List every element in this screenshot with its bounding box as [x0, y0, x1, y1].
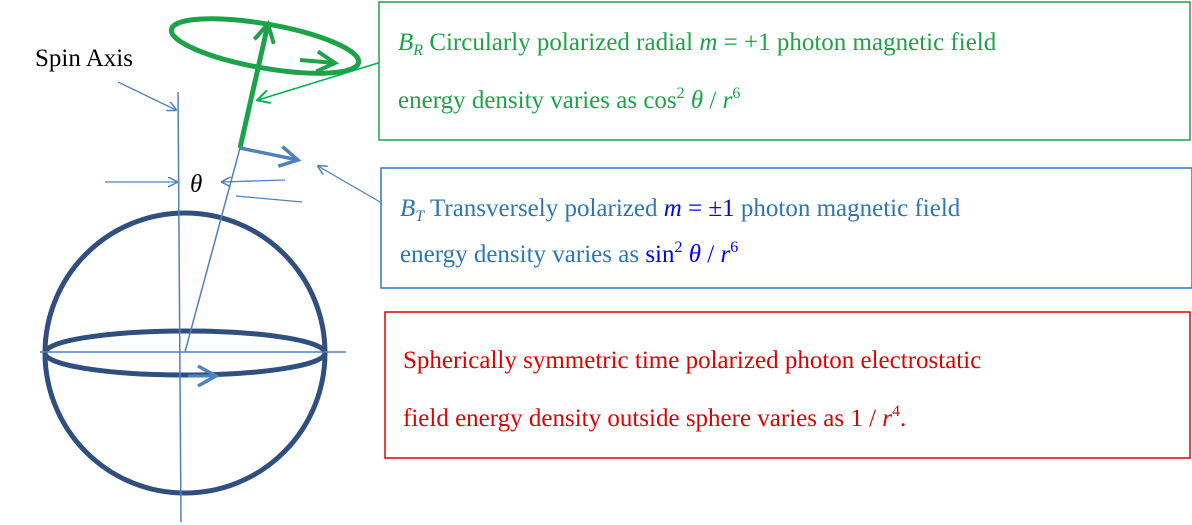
text-span: 6: [730, 239, 738, 256]
spin-axis: [177, 91, 182, 523]
transverse-vector: [239, 145, 302, 168]
text-span: photon magnetic field: [771, 29, 997, 56]
text-span: 1 /: [850, 405, 882, 432]
transverse-line1: BT Transversely polarized m = ±1 photon …: [400, 195, 961, 225]
text-span: R: [412, 42, 423, 59]
text-span: sin: [645, 241, 675, 268]
transverse-box: [380, 167, 1192, 289]
text-span: energy density varies as: [398, 87, 643, 114]
text-span: B: [398, 29, 413, 56]
time-box: [384, 311, 1191, 459]
text-span: /: [701, 241, 720, 268]
text-span: T: [415, 208, 425, 225]
sphere: [42, 210, 328, 496]
text-span: 4: [892, 403, 900, 420]
radial-line1: BR Circularly polarized radial m = +1 ph…: [398, 29, 997, 59]
radial-pointer: [258, 59, 389, 100]
text-span: 2: [677, 85, 685, 102]
text-span: m: [699, 29, 717, 56]
time-line1: Spherically symmetric time polarized pho…: [403, 347, 981, 374]
text-span: field energy density outside sphere vari…: [403, 405, 850, 432]
text-span: r: [882, 405, 892, 432]
text-span: 6: [732, 85, 740, 102]
theta-arrow-right: [222, 180, 286, 182]
transverse-line2: energy density varies as sin2 θ / r6: [400, 239, 738, 268]
text-span: r: [720, 241, 730, 268]
text-span: = ±1: [682, 195, 735, 222]
transverse-pointer: [318, 166, 381, 203]
text-span: θ: [685, 87, 704, 114]
text-span: energy density varies as: [400, 241, 645, 268]
text-span: /: [703, 87, 722, 114]
text-span: m: [664, 195, 682, 222]
text-span: .: [900, 405, 906, 432]
text-span: r: [723, 87, 733, 114]
radial-line2: energy density varies as cos2 θ / r6: [398, 85, 740, 114]
text-span: B: [400, 195, 415, 222]
spin-pointer: [117, 81, 176, 110]
text-span: Transversely polarized: [424, 195, 664, 222]
circular-arrow: [299, 60, 335, 63]
time-line2: field energy density outside sphere vari…: [403, 403, 906, 432]
equator: [42, 328, 328, 378]
text-span: photon magnetic field: [735, 195, 961, 222]
radial-box: [378, 1, 1191, 141]
text-span: cos: [643, 87, 676, 114]
text-span: = +1: [717, 29, 770, 56]
spin-axis-label: Spin Axis: [35, 45, 133, 72]
text-span: 2: [675, 239, 683, 256]
theta-label: θ: [190, 171, 202, 198]
theta-line: [235, 195, 303, 203]
circular-polarization: [168, 16, 362, 76]
text-span: Circularly polarized radial: [423, 29, 699, 56]
radial-vector: [237, 24, 268, 149]
text-span: θ: [683, 241, 702, 268]
